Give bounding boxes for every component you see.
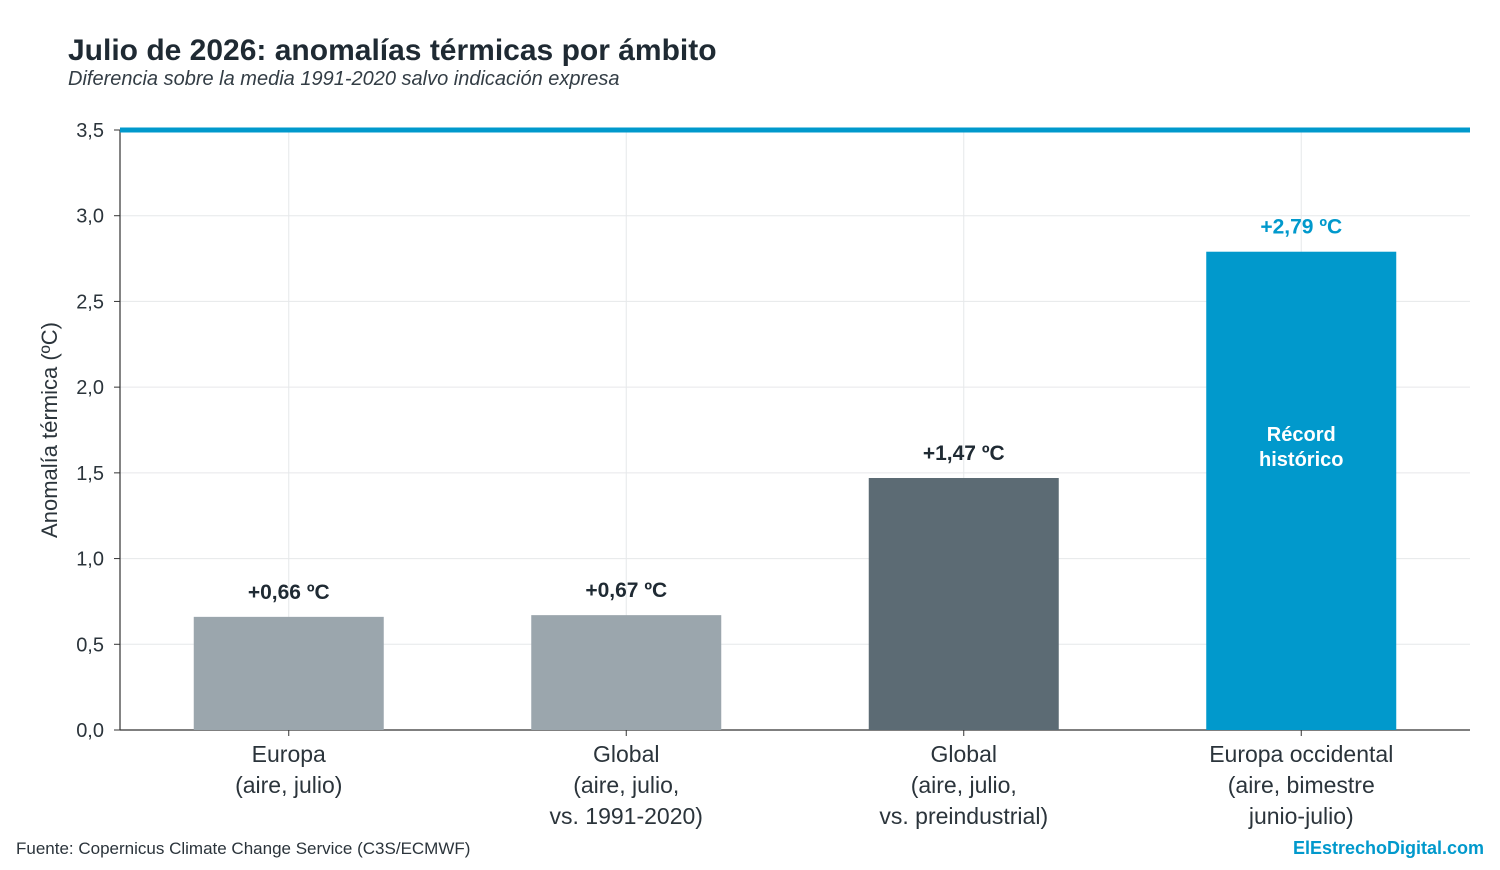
- y-axis-label: Anomalía térmica (ºC): [37, 322, 62, 538]
- brand-link[interactable]: ElEstrechoDigital.com: [1292, 838, 1484, 858]
- category-label: (aire, julio,: [911, 772, 1017, 798]
- value-label: +1,47 ºC: [923, 442, 1005, 465]
- category-label: Global: [931, 741, 997, 767]
- y-tick-label: 1,5: [76, 463, 104, 485]
- category-label: Global: [593, 741, 659, 767]
- y-tick-label: 1,0: [76, 549, 104, 571]
- record-label: histórico: [1259, 449, 1343, 471]
- chart-title: Julio de 2026: anomalías térmicas por ám…: [68, 34, 717, 67]
- category-label: (aire, julio,: [573, 772, 679, 798]
- y-tick-label: 0,0: [76, 720, 104, 742]
- record-label: Récord: [1267, 424, 1336, 446]
- y-tick-label: 2,0: [76, 377, 104, 399]
- value-label: +0,66 ºC: [248, 581, 330, 604]
- chart-subtitle: Diferencia sobre la media 1991-2020 salv…: [68, 68, 620, 90]
- value-label: +2,79 ºC: [1260, 216, 1342, 239]
- bar: [531, 615, 722, 730]
- y-tick-label: 0,5: [76, 634, 104, 656]
- category-label: vs. preindustrial): [879, 803, 1048, 829]
- y-tick-label: 3,0: [76, 206, 104, 228]
- category-label: vs. 1991-2020): [550, 803, 703, 829]
- bar: [193, 616, 384, 730]
- category-label: Europa: [252, 741, 326, 767]
- y-tick-label: 2,5: [76, 291, 104, 313]
- bar: [868, 478, 1059, 730]
- category-label: (aire, bimestre: [1228, 772, 1375, 798]
- category-label: Europa occidental: [1209, 741, 1393, 767]
- bar: [1206, 251, 1397, 730]
- category-label: (aire, julio): [235, 772, 342, 798]
- y-tick-label: 3,5: [76, 120, 104, 142]
- value-label: +0,67 ºC: [585, 579, 667, 602]
- category-label: junio-julio): [1248, 803, 1354, 829]
- source-note: Fuente: Copernicus Climate Change Servic…: [16, 839, 471, 858]
